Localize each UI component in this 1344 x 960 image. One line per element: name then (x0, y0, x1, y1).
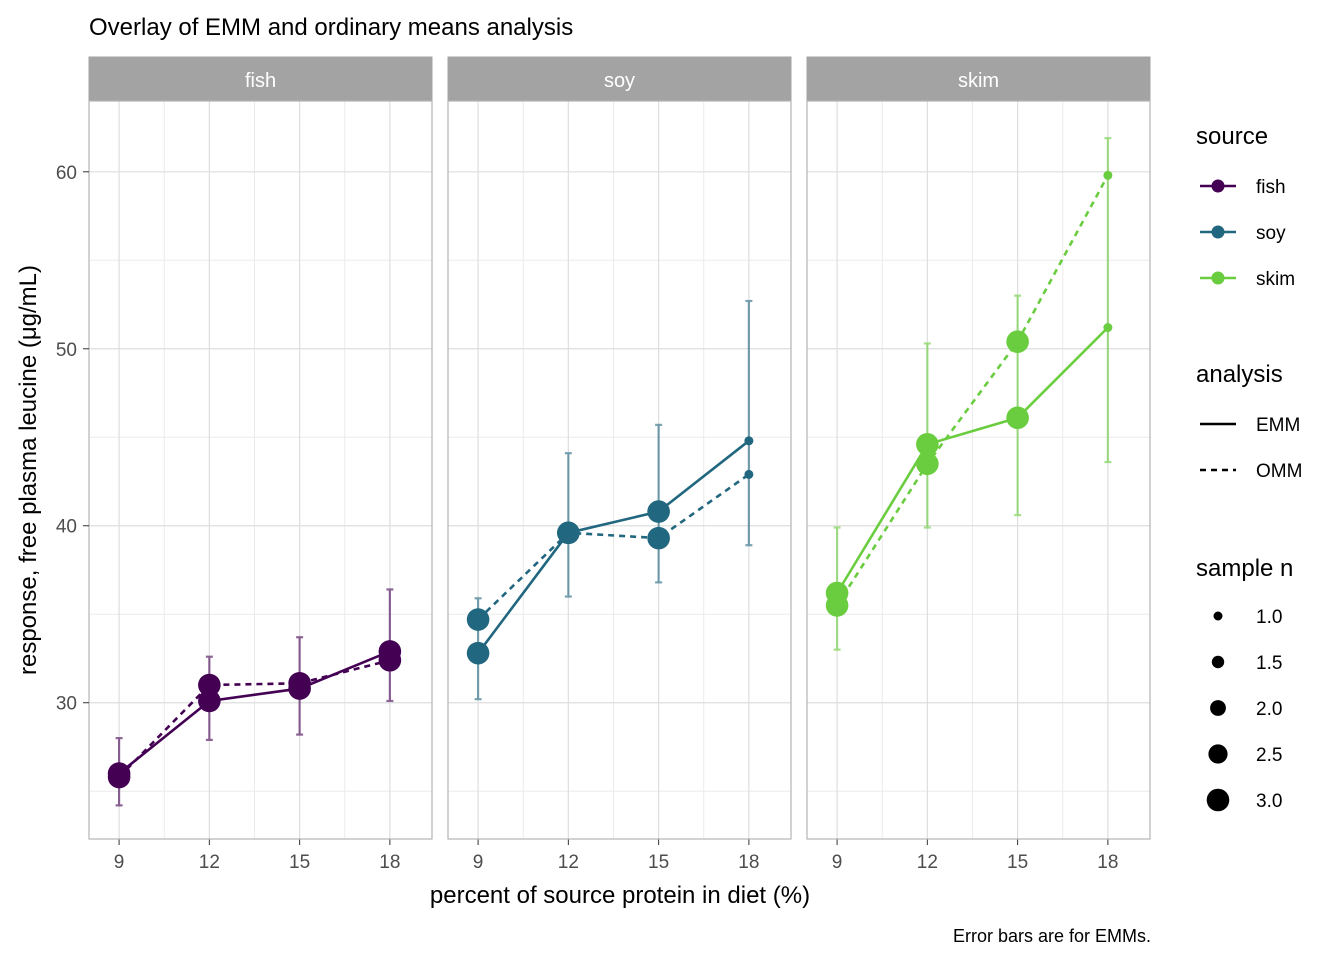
y-tick-label: 30 (56, 694, 77, 715)
x-tick-label: 15 (1007, 852, 1028, 873)
data-point-skim-emm (916, 433, 939, 456)
x-tick-label: 12 (917, 852, 938, 873)
panel-skim: skim 9 12 15 18 (806, 56, 1151, 873)
legend-label-size: 2.5 (1256, 745, 1282, 766)
legend-title-source: source (1196, 123, 1268, 150)
x-tick-label: 9 (832, 852, 843, 873)
data-point-soy-emm (466, 641, 490, 665)
panel-border (447, 100, 792, 840)
legend-key-point (1211, 179, 1225, 193)
legend-title-analysis: analysis (1196, 361, 1283, 388)
x-tick-label: 12 (199, 852, 220, 873)
legend-label-skim: skim (1256, 269, 1295, 290)
series-line-skim-omm (836, 174, 1110, 607)
x-axis-label: percent of source protein in diet (%) (430, 882, 810, 909)
series-line-soy-omm (477, 473, 750, 621)
x-tick-label: 18 (738, 852, 759, 873)
y-tick-label: 40 (56, 517, 77, 538)
panel-fish: fish 9 12 15 18 (88, 56, 433, 873)
y-tick-label: 60 (56, 163, 77, 184)
x-tick-label: 18 (1097, 852, 1118, 873)
legend: source fish soy skim analysis EMM OMM sample n 1… (1196, 123, 1302, 812)
series-line-skim-emm (835, 326, 1109, 594)
x-tick-label: 15 (289, 852, 310, 873)
legend-label-omm: OMM (1256, 461, 1302, 482)
data-point-soy-omm (557, 521, 580, 545)
data-point-soy-omm (466, 608, 490, 631)
y-tick-label: 50 (56, 340, 77, 361)
data-point-skim-emm (1006, 406, 1029, 430)
strip-fish (88, 56, 433, 102)
data-point-skim-omm (1006, 330, 1029, 353)
data-point-fish-emm (198, 689, 221, 713)
data-point-soy-omm (647, 526, 670, 550)
legend-key-size (1210, 700, 1226, 716)
panel-background (89, 101, 432, 839)
strip-label-soy: soy (604, 70, 635, 92)
legend-key-size (1213, 611, 1223, 621)
data-point-fish-omm (198, 673, 221, 697)
panel-border (88, 100, 433, 840)
data-point-soy-emm (744, 436, 754, 446)
caption: Error bars are for EMMs. (953, 926, 1151, 946)
panel-background (807, 101, 1150, 839)
data-point-fish-omm (288, 671, 311, 695)
strip-label-fish: fish (245, 70, 276, 92)
legend-key-point (1211, 271, 1225, 285)
x-tick-label: 9 (473, 852, 484, 873)
strip-soy (447, 56, 792, 102)
legend-title-sample-n: sample n (1196, 555, 1293, 582)
strip-label-skim: skim (958, 70, 999, 92)
legend-label-emm: EMM (1256, 415, 1300, 436)
facet-panels: fish 9 12 15 18 soy 9 12 15 18 skim 9 12 15 18 (88, 56, 1151, 873)
y-axis-label: response, free plasma leucine (μg/mL) (15, 265, 42, 675)
strip-skim (806, 56, 1151, 102)
data-point-fish-omm (378, 648, 402, 672)
data-point-fish-omm (107, 765, 131, 789)
series-line-fish-omm (118, 659, 391, 779)
chart-title: Overlay of EMM and ordinary means analys… (89, 14, 573, 41)
legend-label-soy: soy (1256, 223, 1286, 244)
data-point-skim-omm (825, 594, 849, 617)
data-point-skim-emm (1103, 323, 1113, 333)
panel-border (806, 100, 1151, 840)
data-point-skim-omm (916, 452, 939, 476)
series-line-soy-emm (477, 439, 750, 654)
data-point-soy-emm (647, 500, 670, 523)
legend-key-point (1211, 225, 1225, 239)
data-point-soy-omm (744, 469, 754, 479)
legend-label-size: 3.0 (1256, 791, 1282, 812)
panel-background (448, 101, 791, 839)
y-axis: 30 40 50 60 (56, 163, 89, 715)
error-bar (1104, 137, 1112, 464)
x-tick-label: 15 (648, 852, 669, 873)
x-tick-label: 18 (379, 852, 400, 873)
x-tick-label: 9 (114, 852, 125, 873)
legend-key-size (1208, 744, 1228, 764)
legend-key-size (1206, 788, 1230, 812)
x-tick-label: 12 (558, 852, 579, 873)
legend-key-size (1211, 655, 1225, 669)
legend-label-size: 1.5 (1256, 653, 1282, 674)
legend-label-size: 1.0 (1256, 607, 1282, 628)
legend-label-fish: fish (1256, 177, 1286, 198)
legend-label-size: 2.0 (1256, 699, 1282, 720)
series-line-fish-emm (118, 650, 391, 775)
data-point-skim-omm (1103, 170, 1113, 180)
panel-soy: soy 9 12 15 18 (447, 56, 792, 873)
error-bar (745, 299, 753, 547)
